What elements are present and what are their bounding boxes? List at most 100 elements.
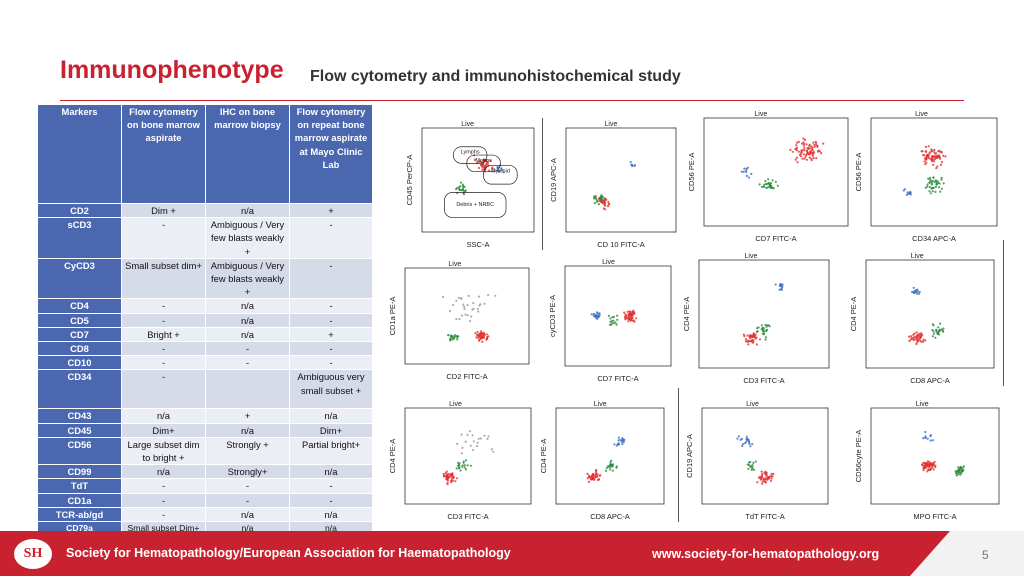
scatter-point xyxy=(913,338,916,341)
scatter-point xyxy=(736,437,739,440)
table-row: CD4- n/a - xyxy=(37,298,373,314)
table-header-row: Markers Flow cytometry on bone marrow as… xyxy=(37,104,373,204)
scatter-point xyxy=(927,463,930,466)
x-axis-label: CD34 APC-A xyxy=(912,234,956,243)
scatter-point xyxy=(908,339,911,343)
column-header: Markers xyxy=(37,104,122,204)
y-axis-label: CD56 PE-A xyxy=(687,153,696,192)
scatter-point xyxy=(746,339,749,342)
scatter-point xyxy=(928,185,931,189)
scatter-point xyxy=(464,468,468,471)
scatter-point xyxy=(937,155,941,158)
flow-cytometry-plot: Live CD8 APC-A CD4 PE-A xyxy=(538,398,670,522)
scatter-point xyxy=(446,483,449,486)
marker-cell: CD56 xyxy=(37,436,122,466)
flow-cell: - xyxy=(121,478,206,494)
scatter-point xyxy=(458,188,461,191)
scatter-point xyxy=(475,336,478,339)
scatter-point xyxy=(927,145,930,148)
scatter-point xyxy=(617,439,620,442)
scatter-point xyxy=(502,171,505,174)
repeat-cell: - xyxy=(289,341,373,357)
gate-label: Debris + NRBC xyxy=(456,202,494,208)
scatter-point xyxy=(924,436,927,439)
scatter-point xyxy=(752,333,755,336)
scatter-point xyxy=(455,467,458,470)
scatter-point xyxy=(598,199,601,202)
x-axis-label: CD8 APC-A xyxy=(590,512,630,521)
scatter-point xyxy=(442,472,445,476)
scatter-point xyxy=(811,146,814,149)
flow-cytometry-plot: Live CD3 FITC-A CD4 PE-A xyxy=(387,398,537,522)
column-header: IHC on bone marrow biopsy xyxy=(205,104,290,204)
scatter-point xyxy=(586,472,589,475)
scatter-point xyxy=(617,436,620,439)
scatter-point xyxy=(477,166,480,170)
flow-cytometry-plot: Live CD34 APC-A CD56 PE-A xyxy=(853,108,1003,244)
scatter-point xyxy=(806,152,809,155)
scatter-point xyxy=(480,163,483,167)
scatter-point xyxy=(587,480,591,483)
scatter-point xyxy=(598,474,601,477)
scatter-point xyxy=(615,465,618,468)
scatter-point xyxy=(767,181,770,185)
scatter-point xyxy=(620,440,623,443)
scatter-point xyxy=(924,339,927,342)
scatter-point xyxy=(597,203,600,206)
scatter-point xyxy=(938,149,941,152)
scatter-point xyxy=(626,310,629,313)
footer-url-link[interactable]: www.society-for-hematopathology.org xyxy=(652,547,880,561)
scatter-point xyxy=(937,326,940,329)
scatter-point xyxy=(804,138,807,141)
scatter-point xyxy=(925,158,928,161)
scatter-point xyxy=(916,336,919,339)
ihc-cell: + xyxy=(205,408,290,424)
scatter-point xyxy=(942,327,945,330)
scatter-point xyxy=(926,470,929,473)
scatter-point xyxy=(445,476,449,479)
scatter-point xyxy=(483,434,486,437)
scatter-point xyxy=(442,474,446,477)
scatter-point xyxy=(915,342,918,346)
scatter-point xyxy=(795,141,799,144)
scatter-point xyxy=(479,160,482,163)
scatter-point xyxy=(479,437,482,440)
table-row: CD1a - - - xyxy=(37,492,373,508)
scatter-point xyxy=(935,156,938,159)
scatter-point xyxy=(456,464,459,467)
scatter-point xyxy=(756,481,759,484)
flow-cytometry-plot: Live CD3 FITC-A CD4 PE-A xyxy=(681,250,835,386)
scatter-point xyxy=(477,333,480,336)
ihc-cell: - xyxy=(205,355,290,371)
scatter-point xyxy=(929,434,932,437)
scatter-point xyxy=(737,435,740,438)
scatter-point xyxy=(805,158,808,161)
scatter-point xyxy=(460,433,463,436)
y-axis-label: CD4 PE-A xyxy=(388,439,397,474)
scatter-point xyxy=(750,172,753,175)
scatter-point xyxy=(630,315,633,318)
repeat-cell: Ambiguous very small subset + xyxy=(289,369,373,410)
scatter-point xyxy=(803,146,806,149)
scatter-point xyxy=(928,190,931,193)
scatter-point xyxy=(932,176,935,179)
scatter-point xyxy=(455,335,458,338)
plot-frame xyxy=(870,407,1000,505)
scatter-point xyxy=(744,340,747,343)
scatter-point xyxy=(592,314,595,317)
scatter-point xyxy=(957,473,960,476)
scatter-point xyxy=(935,328,938,331)
scatter-point xyxy=(459,469,462,472)
scatter-point xyxy=(937,331,940,335)
scatter-point xyxy=(928,469,931,472)
ihc-cell: n/a xyxy=(205,326,290,343)
scatter-point xyxy=(931,190,934,193)
scatter-point xyxy=(940,328,943,331)
scatter-point xyxy=(922,437,925,440)
ihc-cell: Ambiguous / Very few blasts weakly + xyxy=(205,217,290,259)
society-logo: SH xyxy=(14,539,52,569)
plot-frame xyxy=(703,117,849,227)
scatter-point xyxy=(813,145,816,148)
scatter-point xyxy=(932,324,935,327)
scatter-point xyxy=(930,183,933,186)
